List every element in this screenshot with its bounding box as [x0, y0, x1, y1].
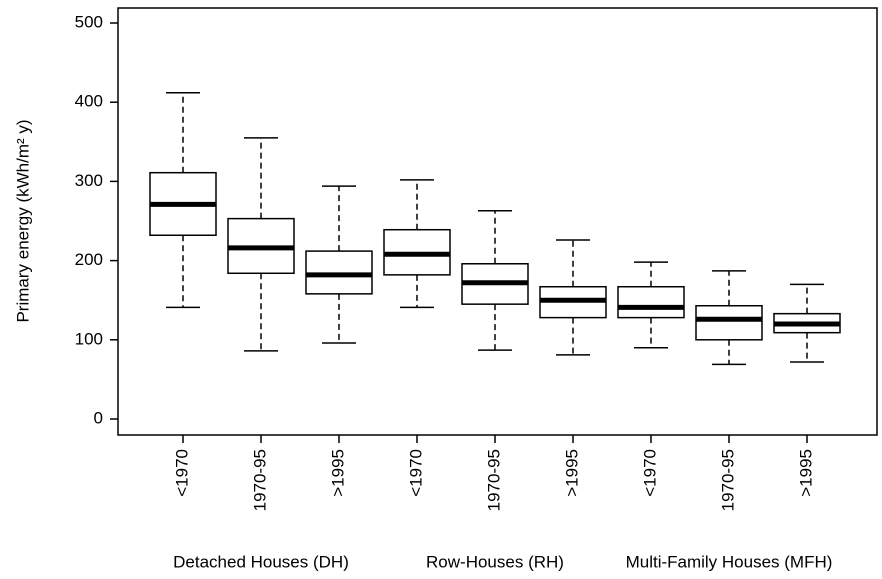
x-tick-label: <1970 [406, 449, 425, 497]
plot-frame [117, 7, 878, 436]
y-tick-label: 200 [75, 250, 103, 269]
y-tick-label: 100 [75, 329, 103, 348]
x-tick-label: >1995 [562, 449, 581, 497]
group-label: Row-Houses (RH) [426, 552, 564, 571]
group-label: Detached Houses (DH) [173, 552, 349, 571]
x-tick-label: 1970-95 [484, 449, 503, 511]
x-tick-label: 1970-95 [718, 449, 737, 511]
x-tick-label: <1970 [640, 449, 659, 497]
box [695, 304, 763, 341]
x-tick-label: >1995 [796, 449, 815, 497]
y-tick-label: 500 [75, 12, 103, 31]
y-tick-label: 300 [75, 171, 103, 190]
x-tick-label: <1970 [172, 449, 191, 497]
box [617, 285, 685, 319]
y-axis-title: Primary energy (kWh/m² y) [13, 119, 32, 322]
group-label: Multi-Family Houses (MFH) [626, 552, 833, 571]
y-tick-label: 0 [94, 408, 103, 427]
y-tick-label: 400 [75, 92, 103, 111]
x-tick-label: >1995 [328, 449, 347, 497]
x-tick-label: 1970-95 [250, 449, 269, 511]
